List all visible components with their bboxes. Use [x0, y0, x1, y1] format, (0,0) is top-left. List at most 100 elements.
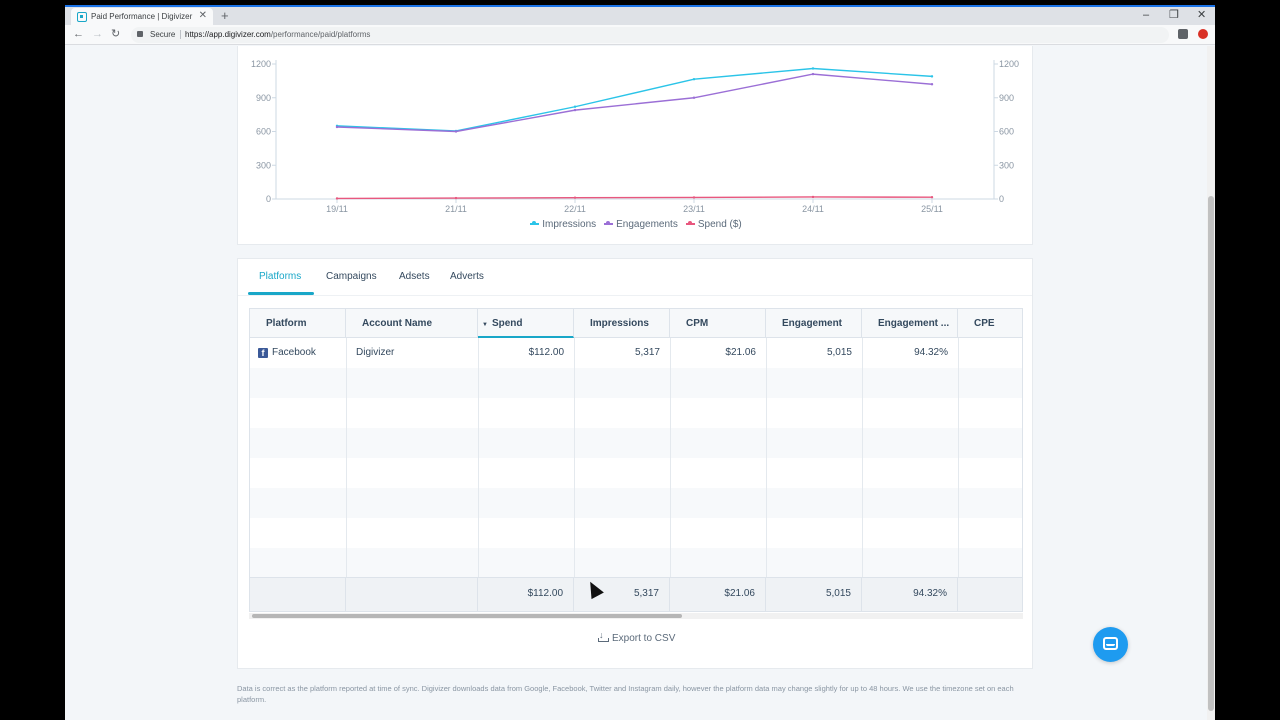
legend-label: Impressions	[542, 219, 597, 230]
column-header-spend-label: Spend	[491, 318, 523, 329]
data-point	[573, 108, 577, 112]
y2-tick-label: 300	[999, 160, 1014, 170]
tab-strip: Paid Performance | Digivizer ✕ + – ❐ ✕	[65, 5, 1215, 27]
minimize-icon[interactable]: –	[1143, 9, 1150, 21]
data-table: Platform Account Name ▼ Spend Impressions…	[249, 308, 1023, 612]
address-separator	[180, 30, 181, 39]
data-point	[573, 105, 577, 108]
column-divider	[478, 338, 479, 577]
x-tick-label: 24/11	[802, 204, 824, 214]
tab-title: Paid Performance | Digivizer	[91, 12, 193, 21]
total-engagement-rate: 94.32%	[862, 578, 958, 611]
legend-swatch	[604, 221, 614, 226]
legend-item[interactable]: Impressions	[530, 219, 596, 230]
lock-icon	[137, 31, 143, 37]
restore-icon[interactable]: ❐	[1169, 9, 1179, 21]
x-tick-label: 23/11	[683, 204, 705, 214]
y-tick-label: 600	[256, 127, 271, 137]
table-header: Platform Account Name ▼ Spend Impressions…	[250, 309, 1022, 338]
legend-item[interactable]: Spend ($)	[685, 219, 742, 230]
browser-tab[interactable]: Paid Performance | Digivizer ✕	[71, 8, 213, 27]
table-totals-row: $112.00 5,317 $21.06 5,015 94.32%	[250, 577, 1022, 611]
url-text[interactable]: https://app.digivizer.com/performance/pa…	[185, 30, 370, 39]
address-bar[interactable]: Secure https://app.digivizer.com/perform…	[131, 27, 1169, 43]
window-close-icon[interactable]: ✕	[1197, 9, 1207, 21]
legend-item[interactable]: Engagements	[604, 219, 678, 230]
chat-bubble-icon[interactable]	[1093, 627, 1128, 662]
series-line-engagements	[336, 73, 933, 133]
y-tick-label: 0	[266, 194, 271, 204]
total-platform	[250, 578, 346, 611]
y2-tick-label: 600	[999, 127, 1014, 137]
tab-campaigns[interactable]: Campaigns	[326, 271, 377, 282]
series-line-spend	[336, 196, 933, 200]
cell-account-name: Digivizer	[356, 347, 395, 358]
reload-icon[interactable]: ↻	[111, 28, 121, 40]
data-point	[811, 195, 815, 199]
forward-icon[interactable]: →	[92, 28, 103, 40]
back-icon[interactable]: ←	[73, 28, 84, 40]
tab-adverts[interactable]: Adverts	[450, 271, 484, 282]
legend-swatch	[685, 221, 695, 226]
table-body: f Facebook Digivizer $112.00 5,317 $21.06…	[250, 338, 1022, 578]
column-header-engagement-rate[interactable]: Engagement ...	[862, 309, 958, 338]
facebook-icon: f	[258, 348, 268, 358]
cell-spend: $112.00	[528, 347, 564, 358]
column-divider	[766, 338, 767, 577]
empty-row	[250, 548, 1022, 578]
new-tab-button[interactable]: +	[221, 8, 229, 23]
data-point	[930, 196, 934, 199]
table-row[interactable]: f Facebook Digivizer $112.00 5,317 $21.06…	[250, 338, 1022, 368]
column-header-impressions[interactable]: Impressions	[574, 309, 670, 338]
column-header-spend[interactable]: ▼ Spend	[478, 309, 574, 338]
y-tick-label: 1200	[251, 59, 271, 69]
total-cpe	[958, 578, 1022, 611]
x-tick-label: 21/11	[445, 204, 467, 214]
table-scroll-thumb[interactable]	[252, 614, 682, 618]
x-tick-label: 25/11	[921, 204, 943, 214]
y2-tick-label: 0	[999, 194, 1004, 204]
empty-row	[250, 368, 1022, 398]
column-header-engagement[interactable]: Engagement	[766, 309, 862, 338]
data-point	[930, 75, 934, 78]
tab-platforms[interactable]: Platforms	[259, 271, 302, 282]
line-chart: 0 0 300 300 600 600 900 900 1200 1200 19/11 21/11 22…	[251, 59, 1019, 214]
empty-row	[250, 398, 1022, 428]
y-tick-label: 300	[256, 160, 271, 170]
extension-icon[interactable]	[1198, 29, 1208, 39]
legend-swatch	[530, 221, 540, 226]
column-header-account-name[interactable]: Account Name	[346, 309, 478, 338]
y2-tick-label: 1200	[999, 59, 1019, 69]
page-scrollbar[interactable]	[1207, 46, 1215, 720]
data-point	[335, 125, 339, 129]
column-header-cpe[interactable]: CPE	[958, 309, 1022, 338]
cell-impressions: 5,317	[634, 347, 660, 358]
x-tick-label: 22/11	[564, 204, 586, 214]
y-tick-label: 900	[256, 93, 271, 103]
chart-legend: Impressions Engagements Spend ($)	[238, 219, 1034, 230]
export-csv-button[interactable]: Export to CSV	[598, 630, 675, 644]
column-header-cpm[interactable]: CPM	[670, 309, 766, 338]
total-spend: $112.00	[478, 578, 574, 611]
profile-icon[interactable]	[1178, 29, 1188, 39]
close-tab-icon[interactable]: ✕	[198, 10, 207, 21]
x-tick-label: 19/11	[326, 204, 348, 214]
empty-row	[250, 428, 1022, 458]
total-account	[346, 578, 478, 611]
column-divider	[346, 338, 347, 577]
empty-row	[250, 458, 1022, 488]
series-line-impressions	[336, 67, 933, 132]
favicon-icon	[77, 12, 87, 22]
data-point	[692, 77, 696, 81]
tabs-divider	[238, 295, 1032, 296]
column-divider	[574, 338, 575, 577]
data-point	[692, 96, 696, 99]
tab-adsets[interactable]: Adsets	[399, 271, 430, 282]
column-header-platform[interactable]: Platform	[250, 309, 346, 338]
active-tab-indicator	[248, 292, 314, 295]
cell-cpm: $21.06	[725, 347, 756, 358]
page-scroll-thumb[interactable]	[1208, 196, 1214, 711]
data-point	[454, 130, 458, 133]
empty-row	[250, 488, 1022, 518]
table-horizontal-scrollbar[interactable]	[249, 613, 1023, 619]
